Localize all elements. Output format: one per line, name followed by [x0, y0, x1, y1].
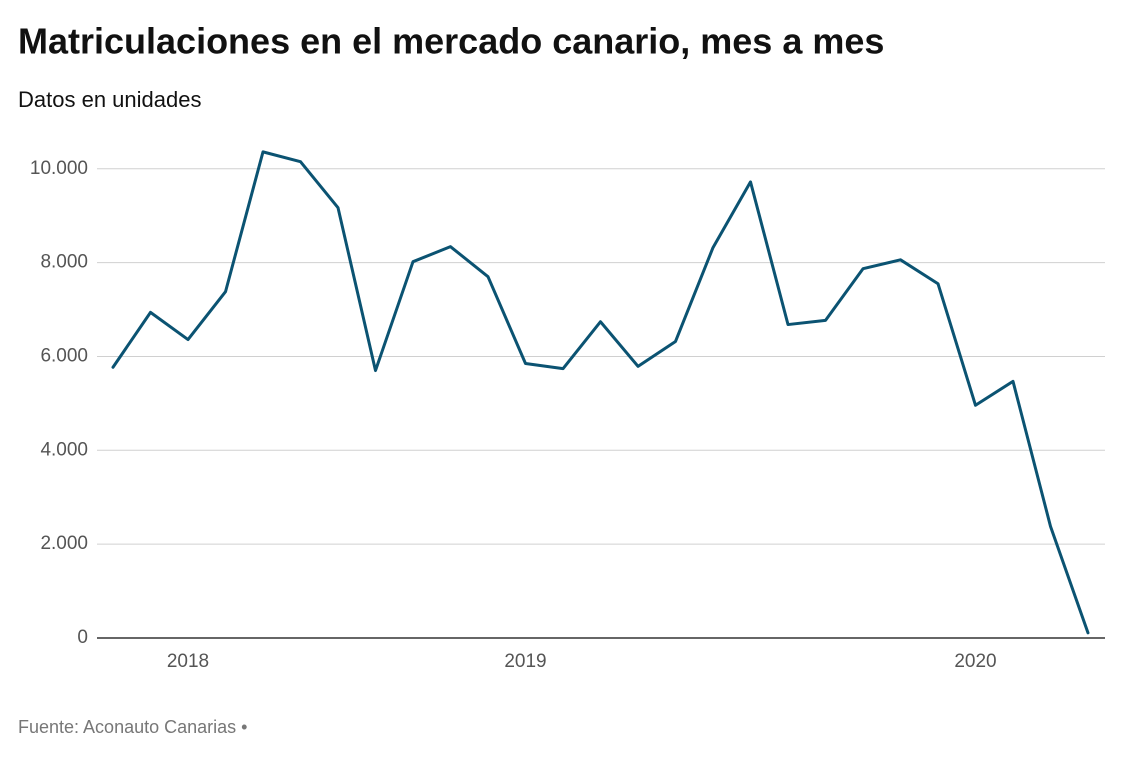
- chart-subtitle: Datos en unidades: [18, 87, 201, 112]
- x-tick-label: 2019: [504, 651, 546, 672]
- y-tick-label: 8.000: [40, 252, 88, 273]
- line: [111, 150, 1090, 635]
- y-tick-label: 4.000: [40, 439, 88, 460]
- y-tick-label: 0: [77, 627, 88, 648]
- chart-title: Matriculaciones en el mercado canario, m…: [18, 21, 884, 62]
- y-tick-label: 6.000: [40, 345, 88, 366]
- y-tick-label: 10.000: [30, 158, 88, 179]
- y-tick-label: 2.000: [40, 533, 88, 554]
- x-tick-label: 2018: [167, 651, 209, 672]
- x-tick-label: 2020: [954, 651, 996, 672]
- source: Fuente: Aconauto Canarias •: [18, 717, 247, 737]
